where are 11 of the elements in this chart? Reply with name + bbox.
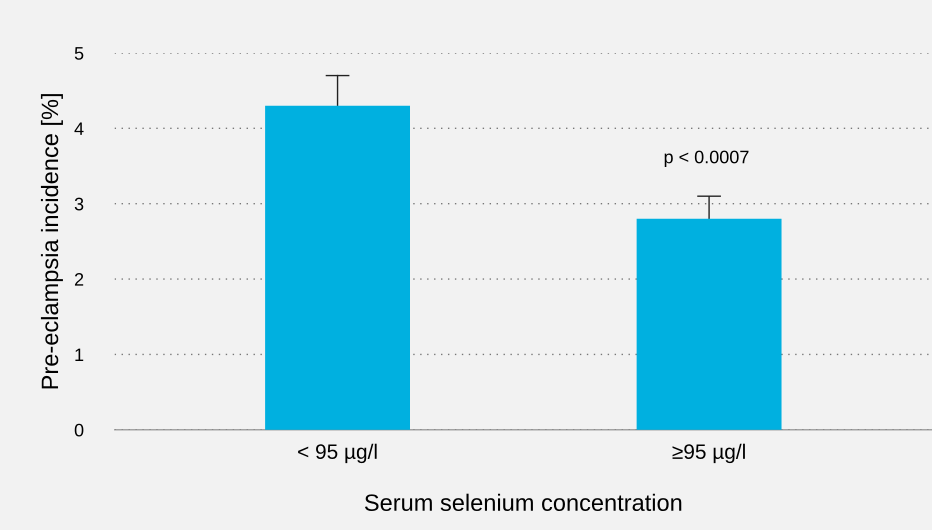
y-tick-label: 3	[74, 198, 84, 210]
y-axis-title: Pre-eclampsia incidence [%]	[40, 94, 63, 388]
y-tick-label: 5	[74, 47, 84, 60]
y-tick-label: 1	[75, 348, 84, 362]
x-axis-title: Serum selenium concentration	[364, 494, 682, 512]
y-tick-label: 2	[74, 273, 84, 286]
x-tick-label: ≥95 µg/l	[672, 444, 745, 464]
y-tick-label: 0	[74, 424, 84, 437]
x-tick-label: < 95 µg/l	[298, 444, 377, 464]
y-tick-label: 4	[74, 122, 84, 135]
annotation: p < 0.0007	[664, 150, 748, 167]
